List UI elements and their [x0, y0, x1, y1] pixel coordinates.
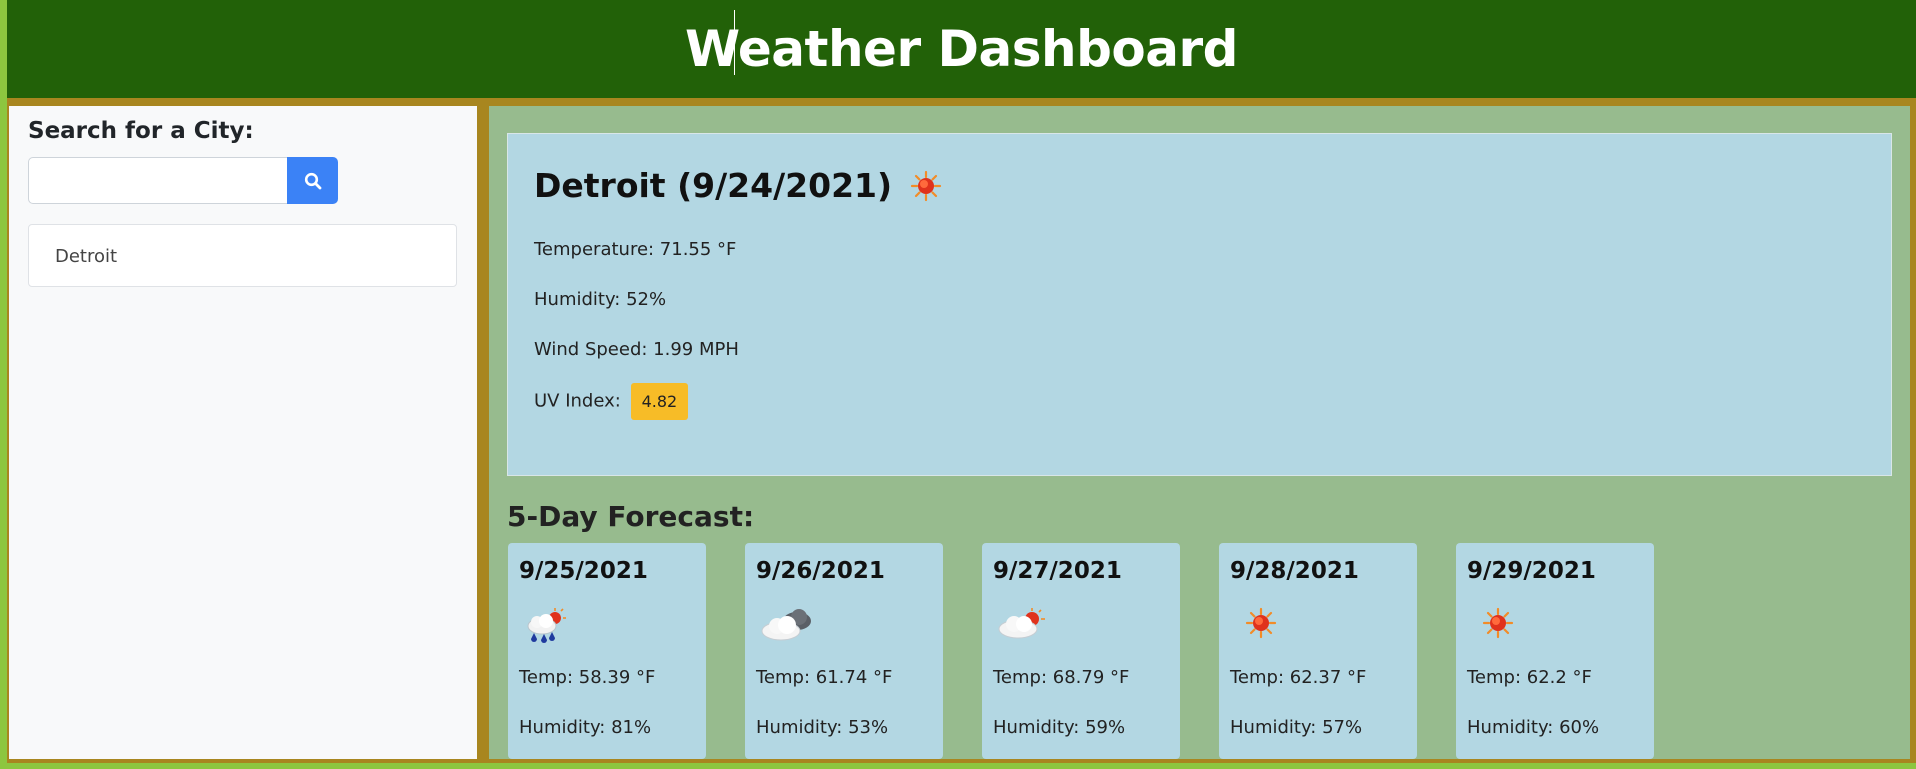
forecast-card: 9/28/2021 Temp: 62.37 °F Humidity: 57% — [1219, 543, 1417, 759]
page-title: Weather Dashboard — [685, 20, 1238, 78]
current-uv: UV Index: 4.82 — [534, 383, 689, 420]
uv-label: UV Index: — [534, 390, 621, 412]
forecast-temp: Temp: 58.39 °F — [519, 667, 656, 688]
forecast-humidity: Humidity: 57% — [1230, 717, 1363, 738]
forecast-date: 9/29/2021 — [1467, 558, 1596, 584]
current-humidity: Humidity: 52% — [534, 289, 667, 310]
forecast-date: 9/26/2021 — [756, 558, 885, 584]
app-header: Weather Dashboard — [7, 0, 1916, 98]
uv-index-badge: 4.82 — [630, 383, 689, 420]
cloudy-icon — [761, 609, 811, 641]
search-label: Search for a City: — [28, 118, 254, 144]
current-weather-card: Detroit (9/24/2021) Temperature: 71.55 °… — [507, 133, 1892, 476]
forecast-card: 9/27/2021 Temp: 68.79 °F Humidity: 59% — [982, 543, 1180, 759]
forecast-humidity: Humidity: 81% — [519, 717, 652, 738]
history-item-label: Detroit — [55, 246, 118, 267]
text-caret — [734, 10, 735, 75]
forecast-card: 9/29/2021 Temp: 62.2 °F Humidity: 60% — [1456, 543, 1654, 759]
city-date: Detroit (9/24/2021) — [534, 166, 893, 205]
search-icon — [304, 172, 321, 189]
forecast-humidity: Humidity: 60% — [1467, 717, 1600, 738]
current-city-title: Detroit (9/24/2021) — [534, 166, 942, 205]
forecast-date: 9/27/2021 — [993, 558, 1122, 584]
current-temperature: Temperature: 71.55 °F — [534, 239, 737, 260]
history-item-detroit[interactable]: Detroit — [28, 224, 457, 287]
forecast-temp: Temp: 68.79 °F — [993, 667, 1130, 688]
forecast-card: 9/25/2021 Temp: 58.39 °F Humidity: 81% — [508, 543, 706, 759]
city-search-input[interactable] — [28, 157, 288, 204]
sun-icon — [1245, 607, 1277, 639]
search-sidebar — [9, 106, 477, 759]
forecast-card: 9/26/2021 Temp: 61.74 °F Humidity: 53% — [745, 543, 943, 759]
partly-cloudy-icon — [998, 608, 1045, 639]
forecast-date: 9/25/2021 — [519, 558, 648, 584]
sun-icon — [1482, 607, 1514, 639]
forecast-title: 5-Day Forecast: — [507, 500, 755, 533]
sun-icon — [910, 170, 942, 201]
search-button[interactable] — [287, 157, 338, 204]
forecast-date: 9/28/2021 — [1230, 558, 1359, 584]
forecast-humidity: Humidity: 59% — [993, 717, 1126, 738]
forecast-temp: Temp: 61.74 °F — [756, 667, 893, 688]
rain-cloud-sun-icon — [527, 608, 566, 643]
forecast-temp: Temp: 62.2 °F — [1467, 667, 1592, 688]
forecast-temp: Temp: 62.37 °F — [1230, 667, 1367, 688]
forecast-humidity: Humidity: 53% — [756, 717, 889, 738]
current-wind: Wind Speed: 1.99 MPH — [534, 339, 739, 360]
